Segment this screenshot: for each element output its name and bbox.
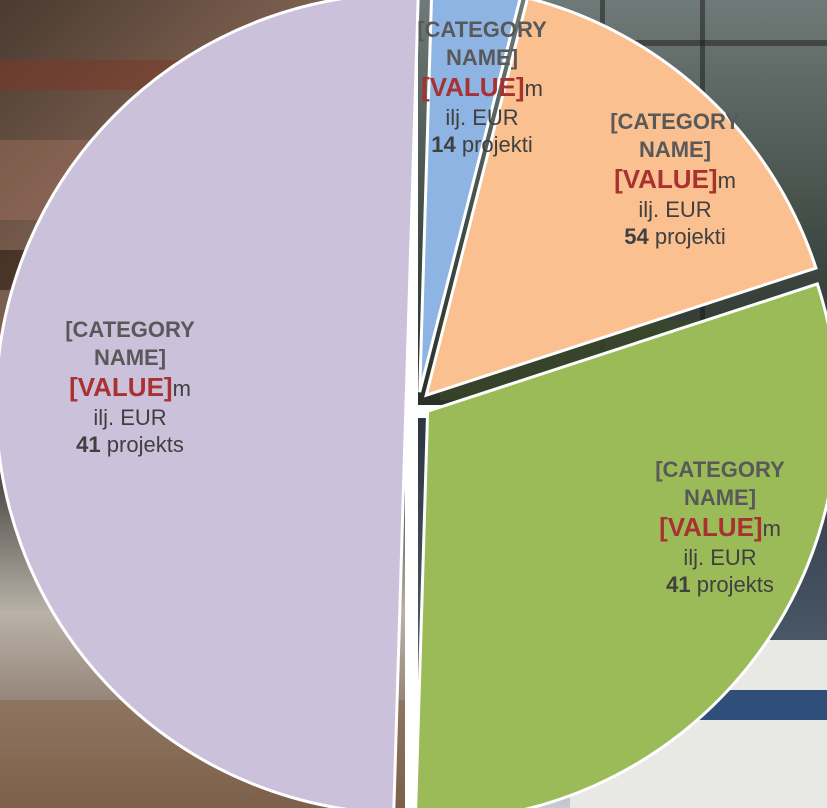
- project-count-number: 14: [431, 132, 456, 157]
- project-count-number: 41: [76, 432, 101, 457]
- slice-label-3: [CATEGORY NAME] [VALUE]m ilj. EUR 41 pro…: [630, 456, 810, 599]
- value-suffix: m: [717, 168, 736, 193]
- project-count: 14 projekti: [392, 131, 572, 159]
- project-count-number: 41: [666, 572, 691, 597]
- unit-label: ilj. EUR: [93, 404, 167, 430]
- category-name: [CATEGORY NAME]: [610, 109, 740, 162]
- slice-label-1: [CATEGORY NAME] [VALUE]m ilj. EUR 14 pro…: [392, 16, 572, 159]
- project-count-label: projekts: [106, 432, 184, 457]
- unit-label: ilj. EUR: [638, 196, 712, 222]
- value-suffix: m: [172, 376, 191, 401]
- project-count-label: projekti: [461, 132, 533, 157]
- project-count: 54 projekti: [590, 223, 760, 251]
- value-placeholder: [VALUE]: [659, 512, 763, 542]
- project-count: 41 projekts: [630, 571, 810, 599]
- slice-label-2: [CATEGORY NAME] [VALUE]m ilj. EUR 54 pro…: [590, 108, 760, 251]
- pie-slice-2: [424, 0, 818, 398]
- project-count: 41 projekts: [40, 431, 220, 459]
- project-count-label: projekts: [696, 572, 774, 597]
- pie-slice-3: [414, 282, 827, 808]
- pie-slice-4: [0, 0, 420, 808]
- unit-label: ilj. EUR: [683, 544, 757, 570]
- value-placeholder: [VALUE]: [421, 72, 525, 102]
- category-name: [CATEGORY NAME]: [655, 457, 785, 510]
- project-count-number: 54: [624, 224, 649, 249]
- value-suffix: m: [762, 516, 781, 541]
- category-name: [CATEGORY NAME]: [417, 17, 547, 70]
- project-count-label: projekti: [654, 224, 726, 249]
- value-placeholder: [VALUE]: [69, 372, 173, 402]
- unit-label: ilj. EUR: [445, 104, 519, 130]
- value-placeholder: [VALUE]: [614, 164, 718, 194]
- category-name: [CATEGORY NAME]: [65, 317, 195, 370]
- slice-label-4: [CATEGORY NAME] [VALUE]m ilj. EUR 41 pro…: [40, 316, 220, 459]
- pie-slice-1: [418, 0, 522, 393]
- value-suffix: m: [524, 76, 543, 101]
